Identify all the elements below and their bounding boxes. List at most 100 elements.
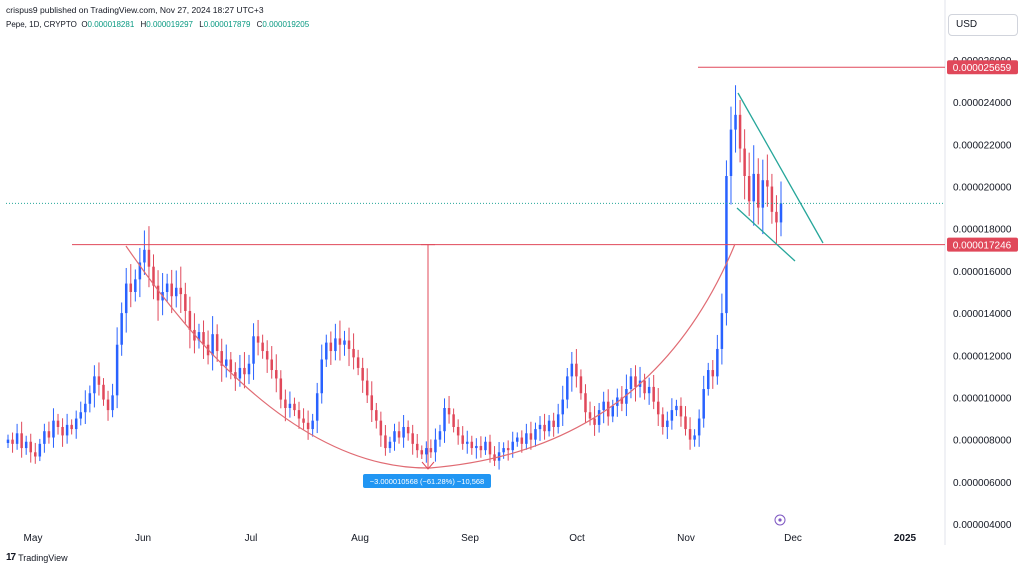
candle-body (275, 370, 278, 379)
candle-body (24, 441, 28, 449)
candle-body (43, 431, 46, 444)
candle-body (452, 414, 455, 427)
candle-body (11, 439, 14, 444)
x-tick-label: Sep (461, 533, 479, 544)
candle-body (779, 203, 783, 223)
candle-body (470, 441, 474, 449)
x-tick-label: Jul (245, 533, 258, 544)
measure-label-box (363, 474, 491, 488)
candle-body (256, 336, 260, 343)
candle-body (165, 283, 169, 292)
y-tick-label: 0.000018000 (953, 225, 1012, 236)
candle-body (38, 443, 42, 457)
candle-body (747, 176, 751, 202)
high-label: H (140, 20, 147, 29)
candle-body (379, 420, 383, 436)
candle-body (229, 359, 233, 373)
candle-body (234, 372, 237, 379)
candle-body (425, 448, 428, 455)
candle-body (238, 367, 242, 379)
candle-body (384, 435, 387, 449)
candle-body (561, 399, 564, 415)
candle-body (411, 433, 414, 444)
candle-body (102, 384, 105, 400)
brand-label: TradingView (18, 552, 68, 563)
candle-body (197, 332, 201, 341)
candle-body (79, 412, 83, 419)
candle-body (129, 283, 133, 292)
candle-body (684, 416, 687, 430)
x-tick-label: 2025 (894, 533, 917, 544)
candle-body (647, 386, 651, 394)
y-tick-label: 0.000010000 (953, 393, 1012, 404)
candle-body (757, 173, 760, 208)
candle-body (179, 287, 183, 295)
x-tick-label: Jun (135, 533, 151, 544)
candle-body (547, 420, 551, 432)
candle-body (388, 441, 392, 449)
y-tick-label: 0.000004000 (953, 520, 1012, 531)
candle-body (70, 424, 73, 430)
candle-body (20, 433, 23, 449)
high-value: 0.000019297 (146, 20, 193, 29)
candle-body (529, 433, 533, 440)
candle-body (347, 340, 351, 349)
candle-body (315, 393, 319, 421)
candle-body (593, 418, 596, 425)
candle-body (47, 431, 51, 438)
candle-body (261, 342, 264, 352)
open-value: 0.000018281 (87, 20, 135, 29)
candle-body (265, 351, 269, 360)
candle-body (279, 378, 283, 400)
x-tick-label: Nov (677, 533, 695, 544)
candle-body (556, 414, 560, 427)
candle-body (429, 448, 433, 453)
x-tick-label: Oct (569, 533, 585, 544)
candle-body (61, 426, 64, 436)
candle-body (538, 424, 542, 430)
candle-body (634, 376, 637, 387)
candle-body (629, 376, 633, 390)
candle-body (247, 363, 251, 375)
candle-body (320, 359, 323, 394)
candle-body (97, 376, 101, 385)
candle-body (152, 266, 155, 286)
candle-body (520, 437, 524, 444)
y-tick-label: 0.000012000 (953, 351, 1012, 362)
close-label: C (256, 20, 263, 29)
candle-body (174, 287, 178, 297)
candle-body (220, 351, 223, 366)
tradingview-logo-icon: 17 (6, 552, 16, 563)
currency-selector[interactable]: USD (948, 14, 1018, 36)
candle-body (375, 410, 378, 421)
candle-body (288, 403, 292, 408)
candle-body (602, 401, 605, 411)
price-label-box (947, 60, 1018, 75)
candle-body (656, 401, 660, 415)
candle-body (666, 420, 669, 427)
candle-body (93, 376, 96, 394)
candle-body (502, 448, 505, 453)
candle-body (720, 313, 724, 349)
y-tick-label: 0.000020000 (953, 183, 1012, 194)
candle-body (393, 431, 396, 442)
y-tick-label: 0.000006000 (953, 478, 1012, 489)
candle-body (534, 429, 537, 440)
candle-body (438, 431, 442, 440)
event-marker-icon (774, 514, 786, 526)
candle-body (170, 283, 173, 297)
candle-body (52, 420, 55, 438)
footer-brand[interactable]: 17 TradingView (6, 552, 68, 563)
candle-body (356, 357, 360, 368)
candle-body (579, 376, 583, 394)
wedge-upper-line (737, 92, 824, 244)
candle-body (352, 348, 355, 358)
candle-body (74, 418, 78, 430)
x-tick-label: May (24, 533, 43, 544)
candle-body (743, 148, 746, 176)
candle-body (147, 249, 151, 267)
candle-body (111, 395, 114, 411)
candle-body (475, 445, 478, 449)
wedge-lower-line (736, 207, 796, 262)
